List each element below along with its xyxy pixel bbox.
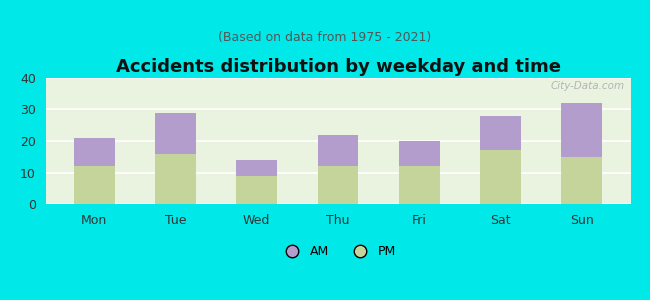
Bar [480,150,521,204]
Bar [399,141,439,166]
Bar [562,157,602,204]
Bar [480,116,521,150]
Bar [155,154,196,204]
Bar [318,135,358,166]
Legend: AM, PM: AM, PM [275,240,401,263]
Bar [562,103,602,157]
Bar [74,138,114,166]
Title: Accidents distribution by weekday and time: Accidents distribution by weekday and ti… [116,58,560,76]
Bar [155,112,196,154]
Bar [237,160,277,176]
Bar [237,176,277,204]
Bar [399,166,439,204]
Text: (Based on data from 1975 - 2021): (Based on data from 1975 - 2021) [218,32,432,44]
Bar [318,166,358,204]
Text: City-Data.com: City-Data.com [551,80,625,91]
Bar [74,166,114,204]
